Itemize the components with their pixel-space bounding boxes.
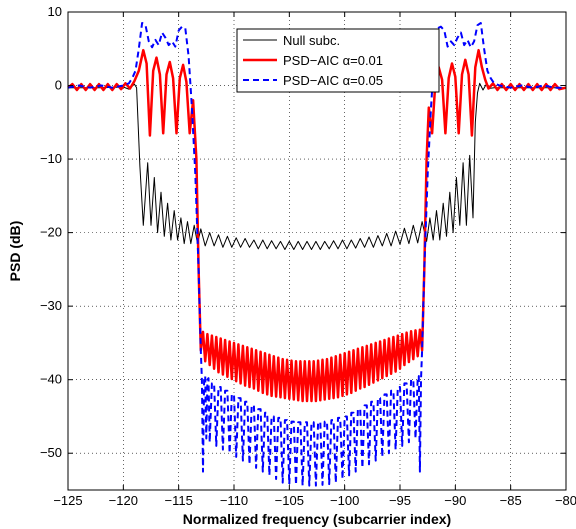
x-tick-label: −125 [53, 493, 82, 508]
legend-label-1: Null subc. [283, 33, 340, 48]
x-tick-label: −100 [330, 493, 359, 508]
y-axis-label: PSD (dB) [7, 221, 23, 282]
tick-labels: −125 −120 −115 −110 −105 −100 −95 −90 −85 −80 10 0 −… [40, 4, 576, 508]
x-tick-label: −85 [500, 493, 522, 508]
y-tick-label: −10 [40, 151, 62, 166]
x-tick-label: −95 [389, 493, 411, 508]
x-tick-label: −80 [555, 493, 576, 508]
y-tick-label: −40 [40, 372, 62, 387]
x-tick-label: −120 [109, 493, 138, 508]
x-tick-label: −115 [165, 493, 193, 508]
y-tick-label: −30 [40, 298, 62, 313]
axis-ticks [67, 11, 567, 490]
legend-label-2: PSD−AIC α=0.01 [283, 53, 383, 68]
series-line-2 [67, 48, 567, 403]
legend-label-3: PSD−AIC α=0.05 [283, 73, 383, 88]
y-tick-label: 10 [48, 4, 62, 19]
y-tick-label: −20 [40, 225, 62, 240]
x-tick-label: −110 [220, 493, 248, 508]
plot-frame [67, 11, 567, 491]
x-tick-label: −105 [275, 493, 304, 508]
x-tick-label: −90 [444, 493, 466, 508]
series-line-1 [68, 82, 566, 250]
series-group [67, 22, 567, 487]
series-line-3 [67, 22, 566, 487]
x-axis-label: Normalized frequency (subcarrier index) [183, 511, 451, 527]
y-tick-label: 0 [55, 78, 62, 93]
y-tick-label: −50 [40, 445, 62, 460]
legend: Null subc. PSD−AIC α=0.01 PSD−AIC α=0.05 [236, 28, 440, 93]
